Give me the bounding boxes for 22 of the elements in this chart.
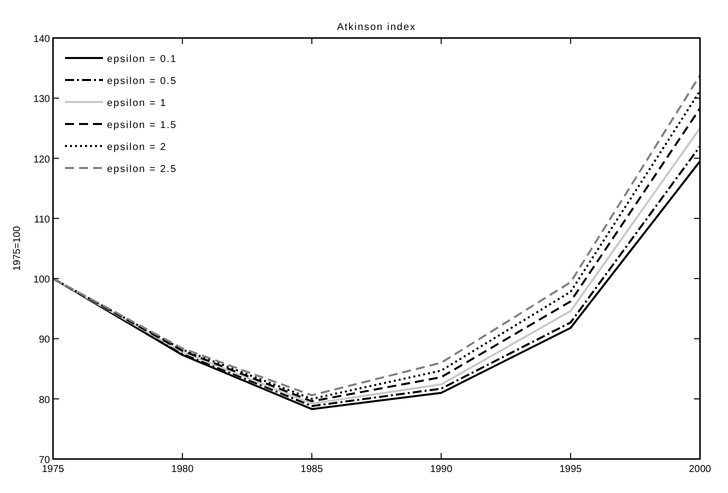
legend-label: epsilon = 2.5 bbox=[107, 164, 177, 175]
x-tick-label: 1975 bbox=[42, 464, 65, 475]
chart-title: Atkinson index bbox=[336, 22, 416, 33]
legend-label: epsilon = 2 bbox=[107, 142, 167, 153]
legend-label: epsilon = 0.1 bbox=[107, 54, 177, 65]
y-tick-label: 90 bbox=[38, 334, 50, 346]
legend-label: epsilon = 1 bbox=[107, 98, 167, 109]
y-tick-label: 70 bbox=[38, 455, 50, 466]
y-tick-label: 110 bbox=[34, 214, 50, 226]
y-tick-label: 100 bbox=[33, 274, 50, 286]
y-axis-title: 1975=100 bbox=[12, 226, 23, 271]
x-tick-label: 1985 bbox=[300, 464, 324, 475]
y-tick-label: 140 bbox=[33, 34, 50, 45]
y-tick-label: 120 bbox=[33, 154, 50, 166]
x-tick-label: 2000 bbox=[688, 464, 712, 475]
x-tick-label: 1980 bbox=[171, 464, 194, 475]
y-tick-label: 80 bbox=[38, 394, 50, 406]
legend-label: epsilon = 0.5 bbox=[107, 76, 177, 87]
x-tick-label: 1990 bbox=[430, 464, 453, 475]
y-tick-label: 130 bbox=[33, 94, 50, 106]
x-tick-label: 1995 bbox=[559, 464, 582, 475]
legend-label: epsilon = 1.5 bbox=[107, 120, 177, 131]
